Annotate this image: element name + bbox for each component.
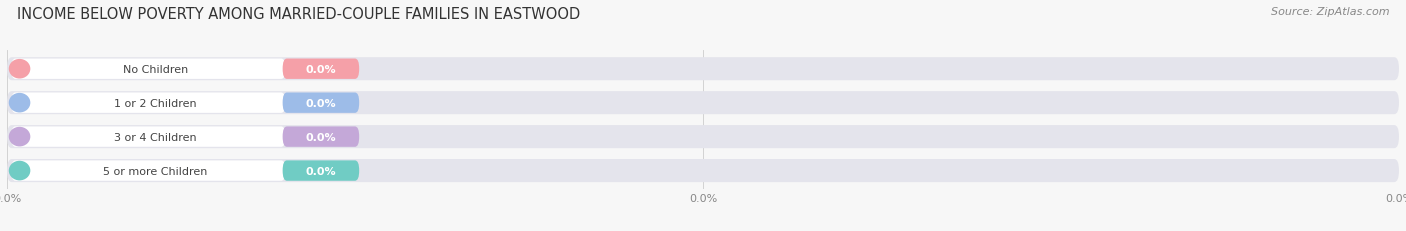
FancyBboxPatch shape [7,58,1399,81]
Text: Source: ZipAtlas.com: Source: ZipAtlas.com [1271,7,1389,17]
Text: 0.0%: 0.0% [305,132,336,142]
FancyBboxPatch shape [283,59,359,79]
Ellipse shape [8,94,31,113]
FancyBboxPatch shape [11,127,285,147]
Text: No Children: No Children [122,64,188,74]
FancyBboxPatch shape [11,93,285,113]
Text: 0.0%: 0.0% [305,98,336,108]
FancyBboxPatch shape [11,161,285,181]
Ellipse shape [8,60,31,79]
FancyBboxPatch shape [7,159,1399,182]
FancyBboxPatch shape [11,59,285,79]
FancyBboxPatch shape [283,93,359,113]
Text: 5 or more Children: 5 or more Children [103,166,208,176]
Ellipse shape [8,127,31,147]
Text: 0.0%: 0.0% [305,166,336,176]
FancyBboxPatch shape [283,127,359,147]
Text: 0.0%: 0.0% [305,64,336,74]
FancyBboxPatch shape [283,161,359,181]
FancyBboxPatch shape [7,125,1399,149]
FancyBboxPatch shape [7,92,1399,115]
Ellipse shape [8,161,31,181]
Text: 1 or 2 Children: 1 or 2 Children [114,98,197,108]
Text: 3 or 4 Children: 3 or 4 Children [114,132,197,142]
Text: INCOME BELOW POVERTY AMONG MARRIED-COUPLE FAMILIES IN EASTWOOD: INCOME BELOW POVERTY AMONG MARRIED-COUPL… [17,7,581,22]
